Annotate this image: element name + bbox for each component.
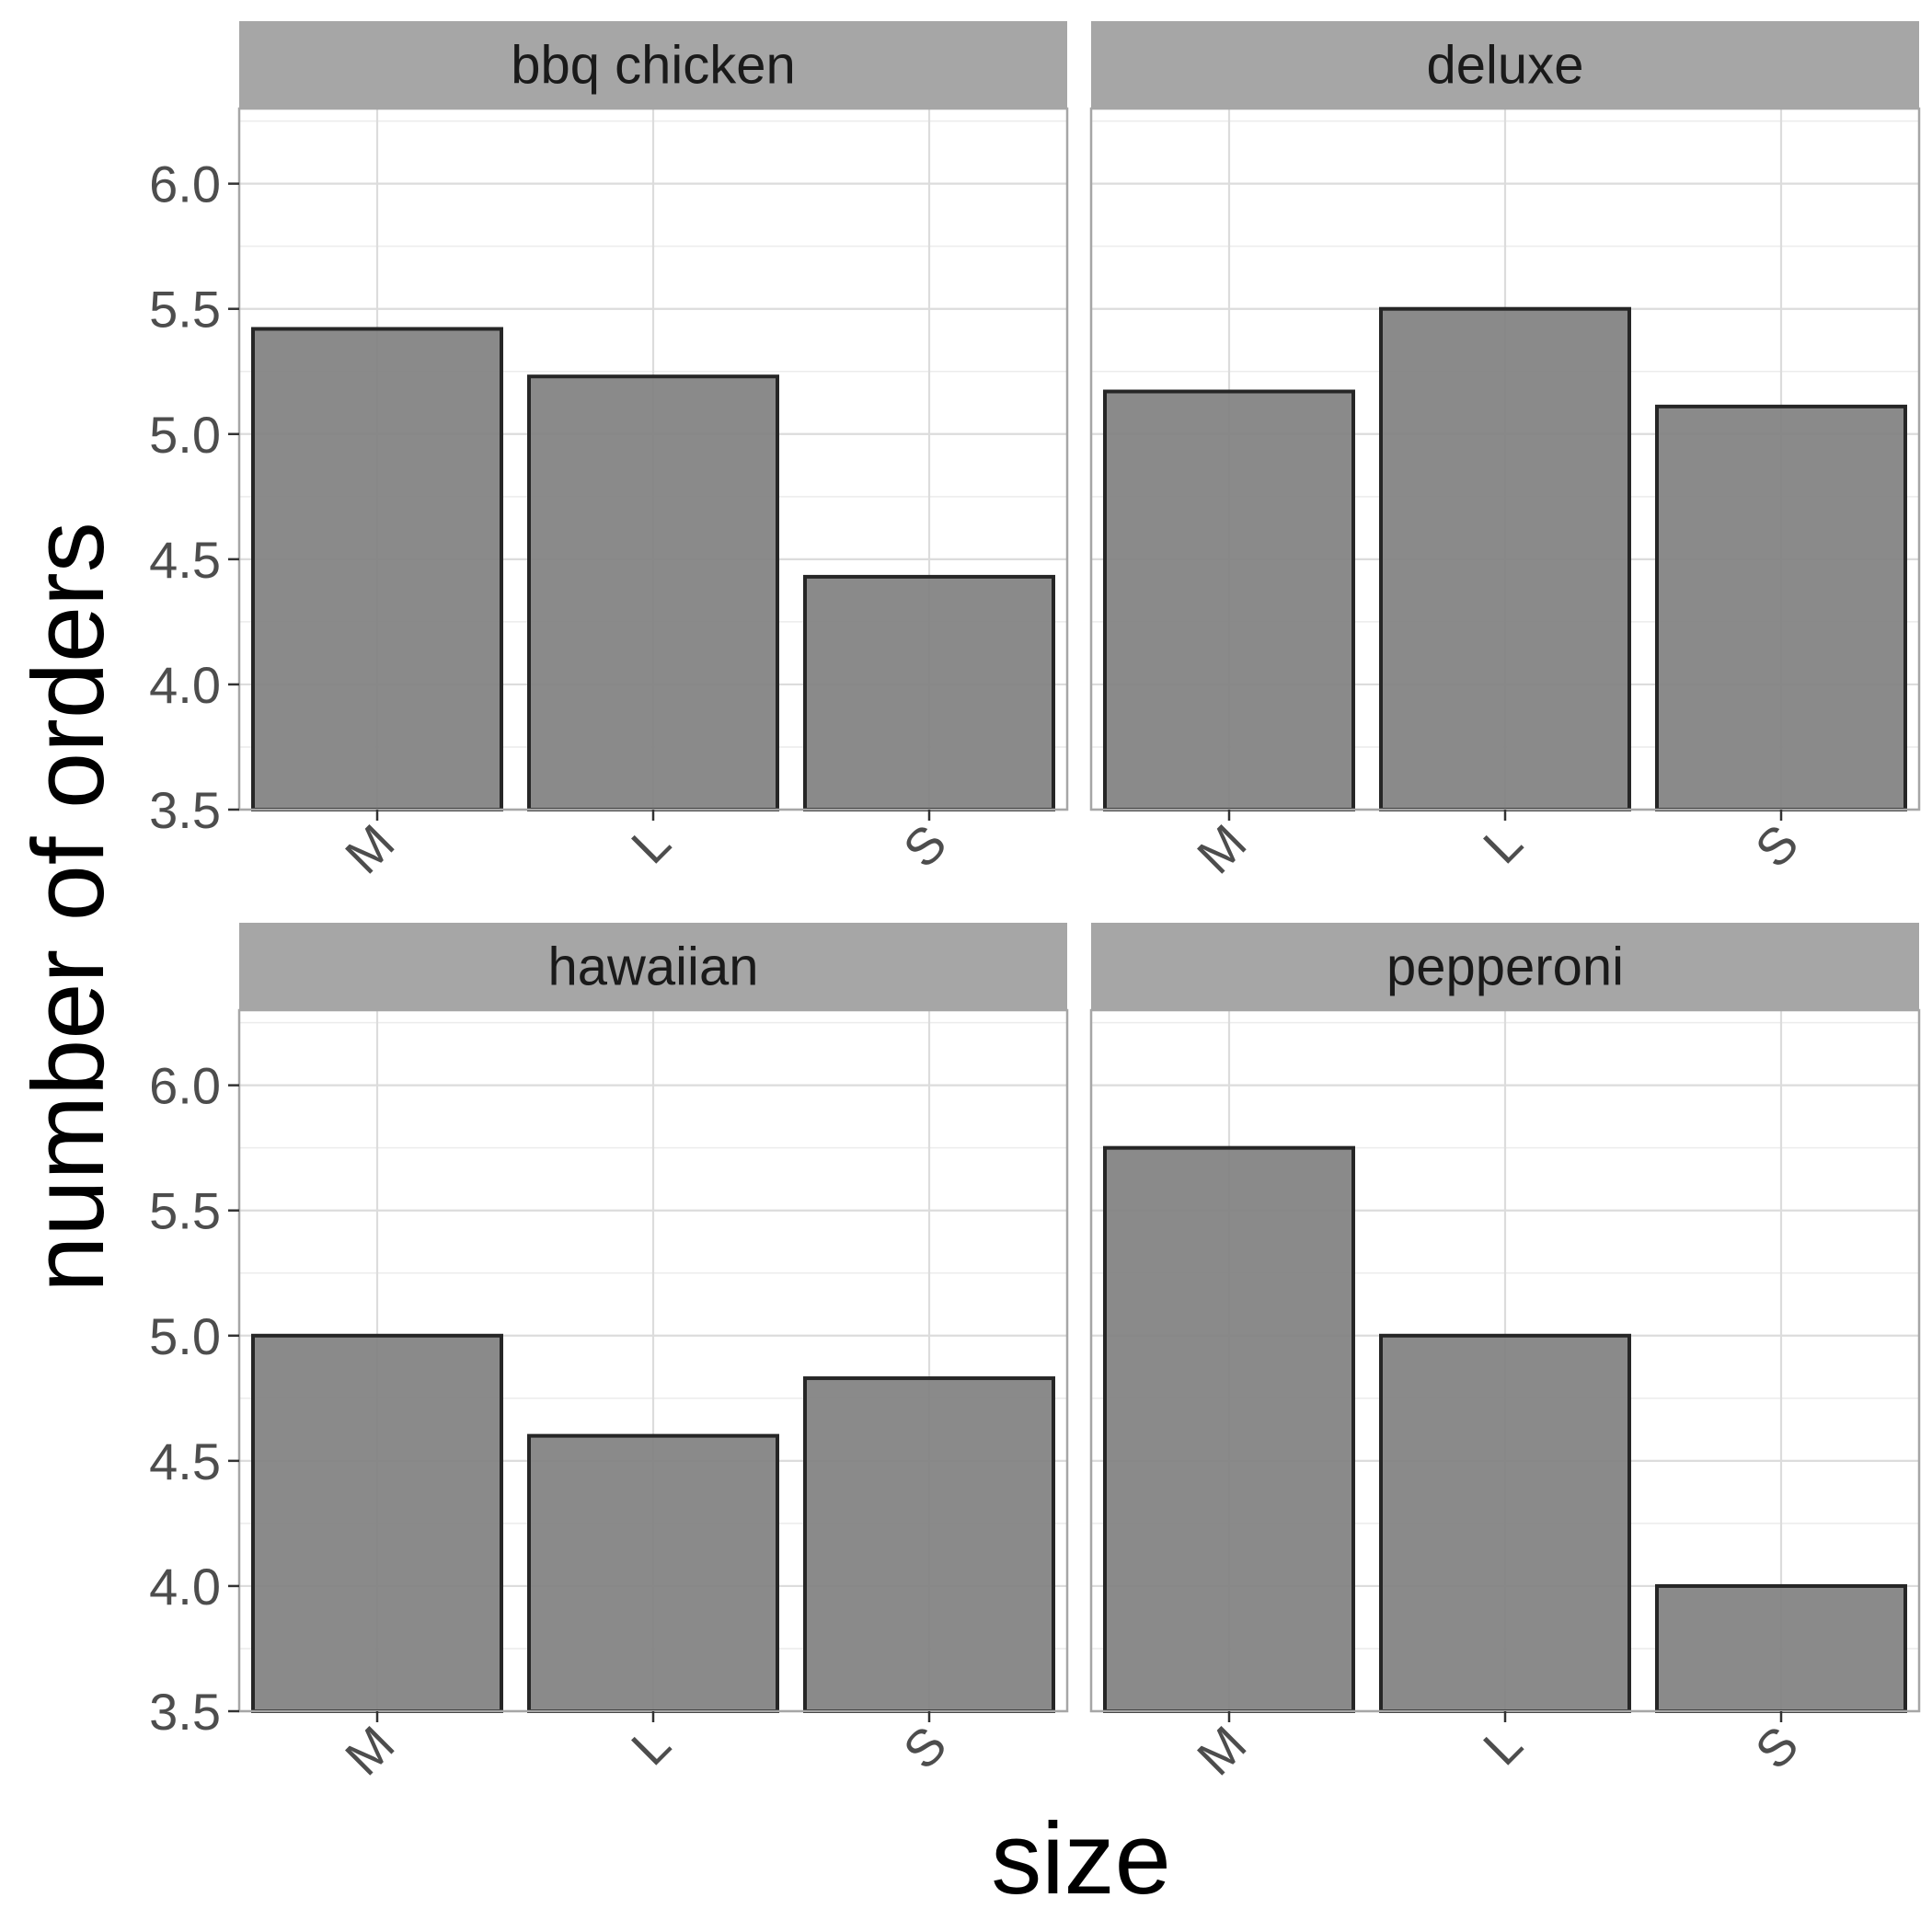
facet-strip (1091, 21, 1919, 109)
y-tick-label: 4.5 (149, 1432, 221, 1490)
bar-M (251, 327, 503, 811)
y-tick-label: 4.0 (149, 1558, 221, 1616)
x-tick-label: M (334, 1715, 406, 1787)
facet-strip (1091, 923, 1919, 1010)
y-tick-label: 6.0 (149, 155, 221, 213)
facet-strip-label: deluxe (1427, 36, 1584, 96)
x-tick-label: M (1186, 1715, 1258, 1787)
bar-L (1379, 306, 1631, 811)
facet-strip-label: pepperoni (1386, 937, 1624, 997)
x-axis-title: size (991, 1802, 1171, 1915)
x-tick-label: M (1186, 813, 1258, 885)
y-tick-label: 5.5 (149, 281, 221, 339)
bar-M (1103, 389, 1355, 811)
x-tick-label: L (1472, 813, 1534, 875)
x-tick-label: L (1472, 1715, 1534, 1777)
bar-S (1655, 1583, 1907, 1714)
x-tick-label: L (620, 813, 682, 875)
x-tick-label: S (1744, 813, 1810, 879)
bar-M (251, 1333, 503, 1714)
bar-L (527, 1433, 779, 1713)
x-tick-label: M (334, 813, 406, 885)
y-tick-label: 5.5 (149, 1182, 221, 1240)
y-tick-label: 6.0 (149, 1057, 221, 1115)
y-tick-label: 4.0 (149, 656, 221, 714)
facet-panel-hawaiian: hawaiian 3.5 4.0 4.5 5.0 5.5 6.0 M L S (149, 923, 1069, 1787)
bar-M (1103, 1145, 1355, 1713)
bar-L (1379, 1333, 1631, 1714)
facet-strip (239, 923, 1067, 1010)
x-tick-label: S (1744, 1715, 1810, 1780)
y-tick-label: 4.5 (149, 531, 221, 589)
facet-strip-label: hawaiian (548, 937, 759, 997)
facet-strip-label: bbq chicken (511, 36, 796, 96)
facet-strip (239, 21, 1067, 109)
facet-panel-deluxe: deluxe M L S (1089, 21, 1921, 885)
y-tick-label: 3.5 (149, 1683, 221, 1741)
facet-panel-pepperoni: pepperoni M L S (1089, 923, 1921, 1787)
y-tick-label: 3.5 (149, 781, 221, 839)
x-tick-label: S (892, 813, 958, 879)
bar-S (1655, 404, 1907, 811)
y-tick-label: 5.0 (149, 1307, 221, 1365)
y-axis-title: number of orders (12, 522, 125, 1293)
bar-L (527, 374, 779, 811)
x-tick-label: L (620, 1715, 682, 1777)
facet-panel-bbq-chicken: bbq chicken 3.5 4.0 4.5 5.0 5.5 6.0 M L S (149, 21, 1069, 885)
bar-S (803, 1376, 1055, 1714)
x-tick-label: S (892, 1715, 958, 1780)
bar-S (803, 574, 1055, 812)
y-tick-label: 5.0 (149, 406, 221, 464)
